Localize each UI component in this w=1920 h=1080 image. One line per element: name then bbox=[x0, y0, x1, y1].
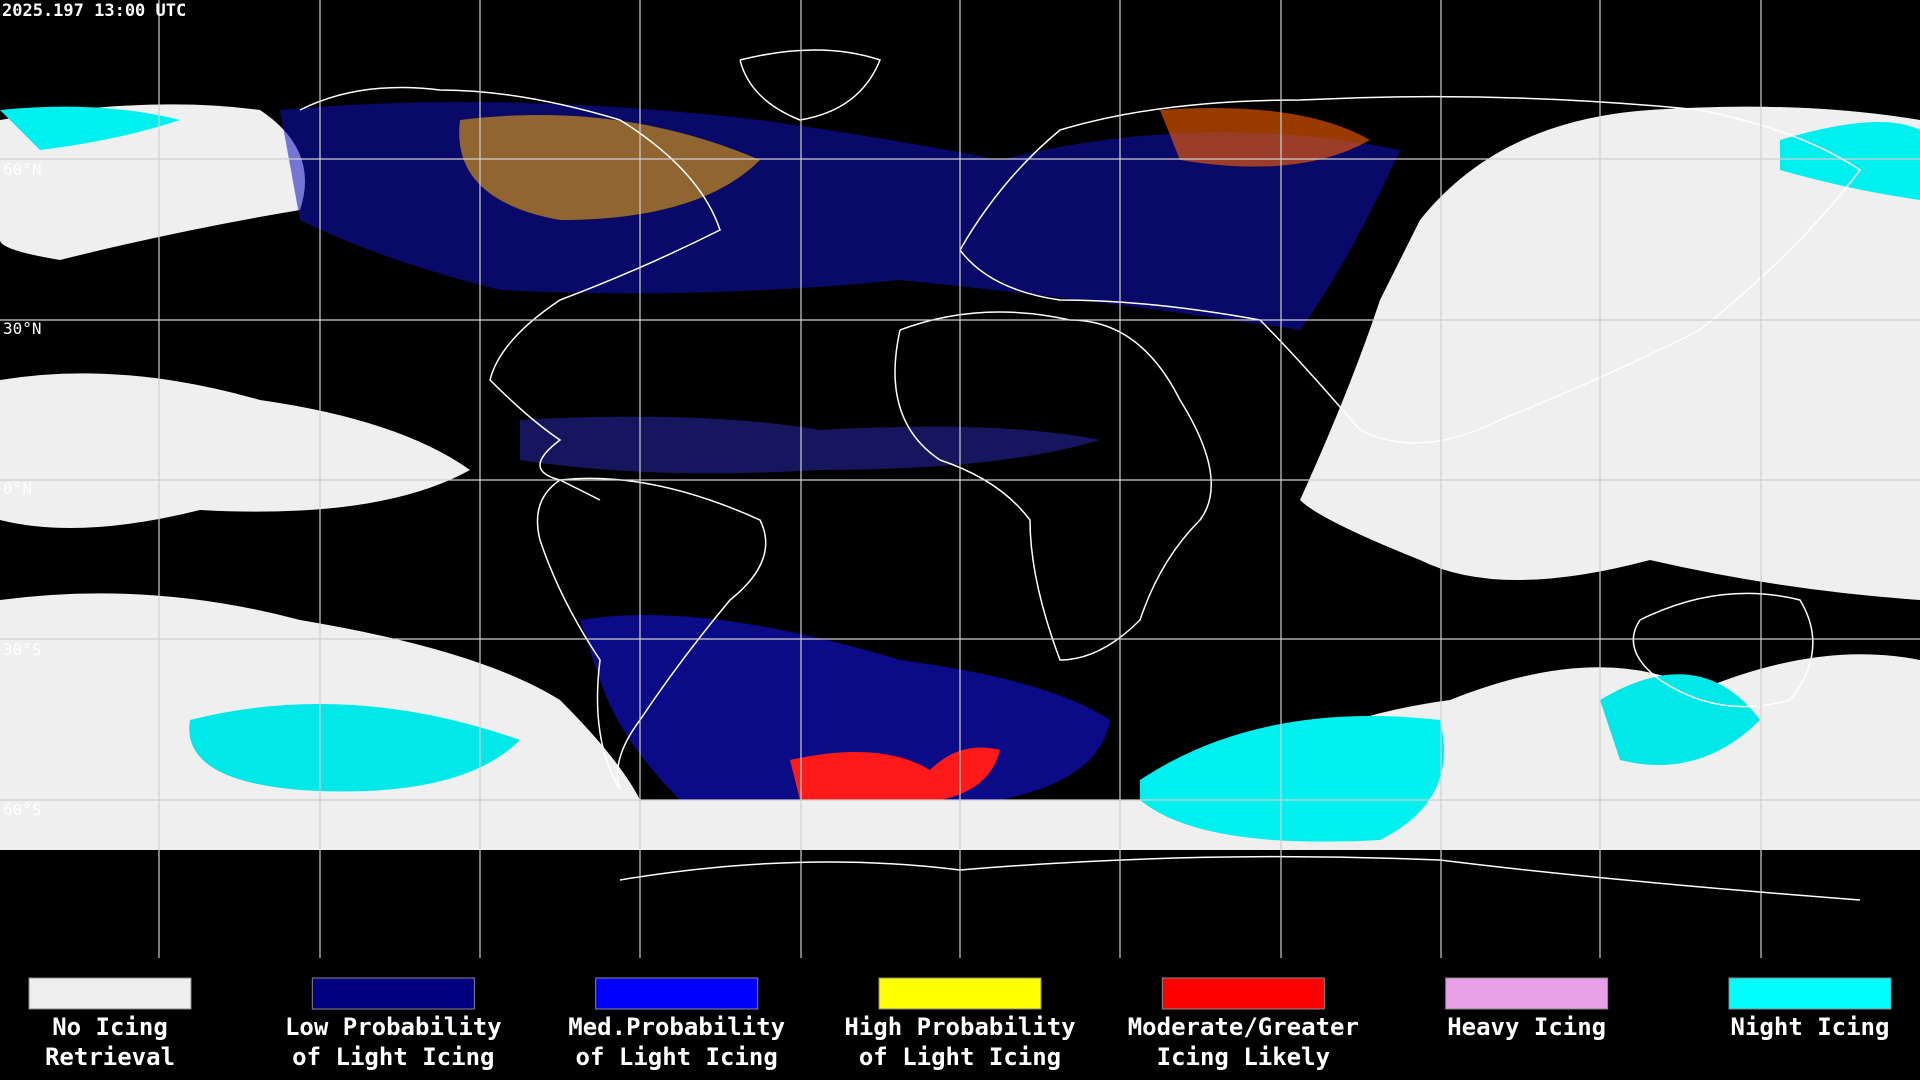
legend-label: of Light Icing bbox=[292, 1043, 494, 1071]
legend-swatch bbox=[28, 977, 192, 1010]
icing-probability-area bbox=[1160, 108, 1370, 167]
legend-label: Low Probability bbox=[285, 1013, 502, 1041]
night-icing-area bbox=[1600, 674, 1760, 765]
latitude-labels: 60°N 30°N 0°N 30°S 60°S bbox=[3, 160, 42, 819]
legend-label: Moderate/Greater bbox=[1128, 1013, 1359, 1041]
legend-swatch bbox=[1161, 977, 1325, 1010]
latitude-label: 60°N bbox=[3, 160, 42, 179]
night-icing-area bbox=[1780, 122, 1920, 200]
night-icing-area bbox=[189, 704, 520, 792]
latitude-label: 0°N bbox=[3, 479, 32, 498]
coastlines bbox=[299, 49, 1862, 901]
legend-swatch bbox=[1728, 977, 1892, 1010]
coastline bbox=[739, 49, 881, 121]
legend-swatch bbox=[1445, 977, 1609, 1010]
night-icing-area bbox=[0, 106, 180, 150]
legend-swatch bbox=[311, 977, 475, 1010]
night-icing-area bbox=[1140, 716, 1444, 842]
legend-label: Med.Probability bbox=[568, 1013, 785, 1041]
coastline bbox=[619, 855, 1861, 901]
legend-label: of Light Icing bbox=[576, 1043, 778, 1071]
legend-label: of Light Icing bbox=[859, 1043, 1061, 1071]
legend-label: Night Icing bbox=[1731, 1013, 1890, 1041]
legend-label: Heavy Icing bbox=[1447, 1013, 1606, 1041]
coastline bbox=[299, 86, 721, 501]
graticule bbox=[0, 0, 1920, 958]
coastline bbox=[1632, 592, 1814, 708]
legend-swatch bbox=[878, 977, 1042, 1010]
legend-label: Icing Likely bbox=[1157, 1043, 1330, 1071]
no-icing-area bbox=[0, 373, 470, 528]
legend-label: No Icing bbox=[52, 1013, 168, 1041]
legend-label: High Probability bbox=[844, 1013, 1075, 1041]
icing-probability-area bbox=[459, 115, 760, 220]
timestamp: 2025.197 13:00 UTC bbox=[2, 1, 186, 21]
latitude-label: 30°N bbox=[3, 319, 42, 338]
coastline bbox=[894, 311, 1212, 661]
coastline bbox=[959, 95, 1862, 444]
coastline bbox=[536, 477, 767, 791]
moderate-icing-area bbox=[790, 747, 1000, 800]
legend-label: Retrieval bbox=[45, 1043, 175, 1071]
no-icing-area bbox=[1300, 106, 1920, 601]
icing-probability-area bbox=[520, 416, 1100, 474]
latitude-label: 60°S bbox=[3, 800, 42, 819]
legend-swatch bbox=[595, 977, 759, 1010]
latitude-label: 30°S bbox=[3, 640, 42, 659]
